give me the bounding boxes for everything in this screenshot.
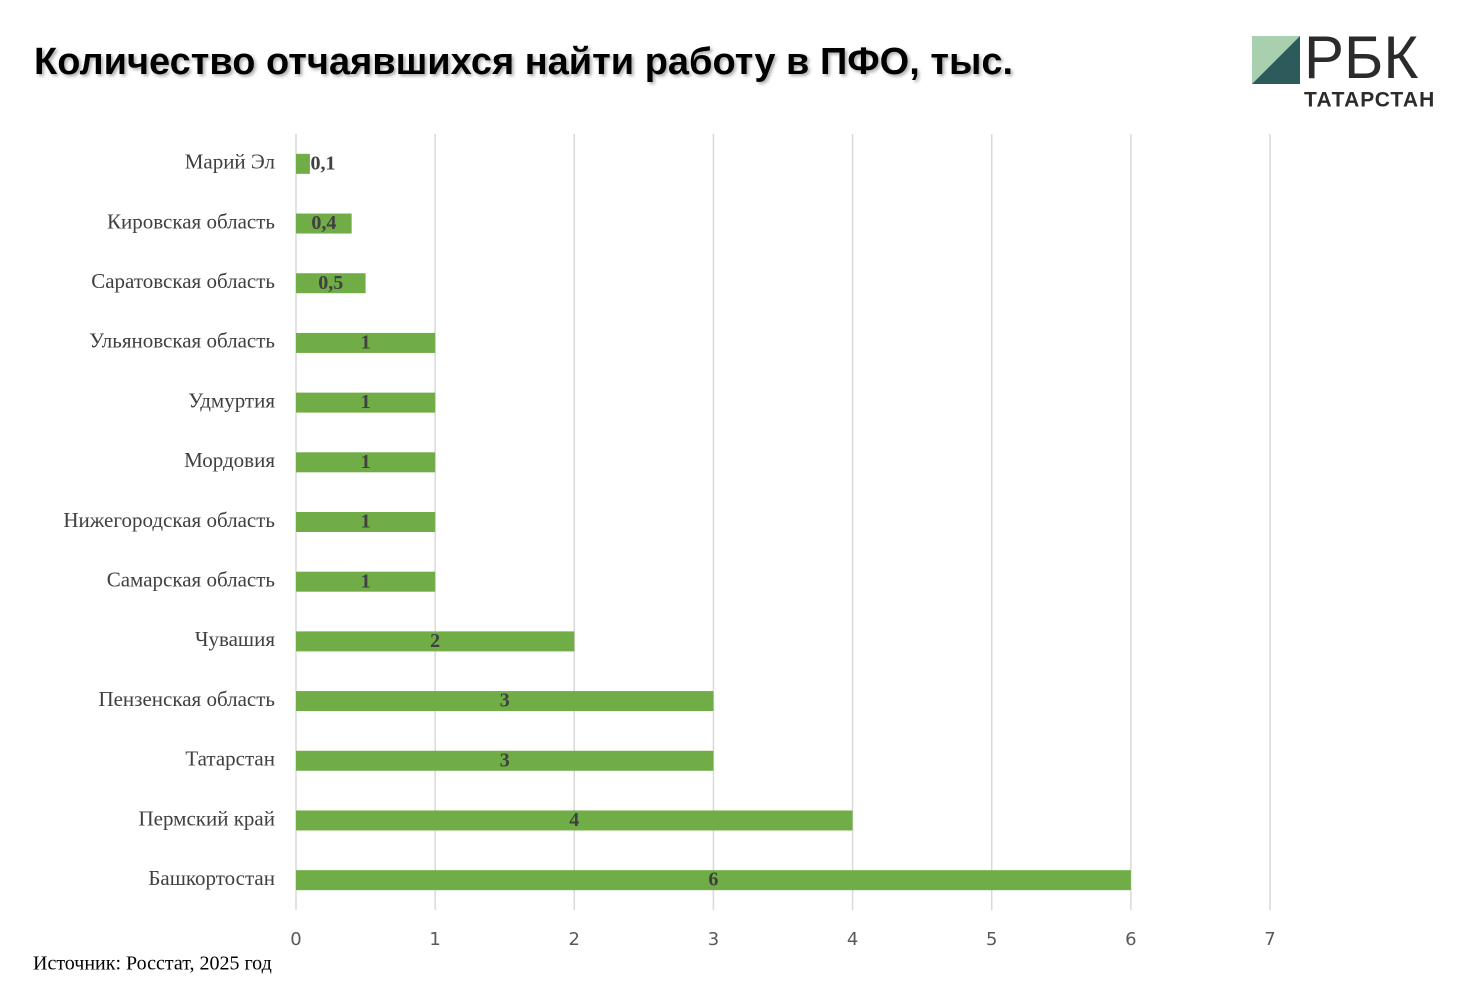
x-tick-label: 7 [1264,929,1275,950]
y-tick-label: Саратовская область [91,269,275,293]
value-label: 0,5 [318,272,343,294]
bar [296,631,575,652]
source: Источник: Росстат, 2025 год [33,953,272,975]
y-tick-label: Пермский край [139,806,275,830]
bar [296,392,436,413]
y-tick-label: Ульяновская область [89,329,275,353]
value-label: 1 [361,570,371,592]
value-label: 1 [361,332,371,354]
value-label: 3 [500,749,510,771]
bar [296,153,310,174]
value-label: 0,4 [311,212,336,234]
bar [296,332,436,353]
bar [296,512,436,532]
value-label: 6 [708,869,718,891]
logo-text: РБК [1304,24,1418,91]
y-tick-label: Самарская область [107,568,275,592]
y-tick-label: Удмуртия [188,388,275,412]
y-tick-label: Татарстан [185,747,275,771]
y-tick-label: Чувашия [195,627,276,651]
y-tick-label: Пензенская область [98,687,275,711]
chart-title: Количество отчаявшихся найти работу в ПФ… [34,41,1013,83]
bar [296,750,714,771]
x-tick-label: 6 [1125,929,1136,950]
value-label: 4 [569,809,579,831]
value-label: 2 [430,630,440,652]
y-tick-label: Нижегородская область [63,508,275,532]
x-tick-label: 2 [569,929,580,950]
x-tick-label: 0 [290,929,301,950]
bar [296,273,366,294]
logo-mark [1252,36,1300,84]
x-tick-label: 5 [986,929,997,950]
value-label: 1 [361,391,371,413]
y-tick-label: Башкортостан [148,866,275,890]
x-tick-label: 4 [847,929,858,950]
bar [296,452,436,473]
value-label: 1 [361,451,371,473]
value-label: 3 [500,690,510,712]
y-tick-label: Кировская область [107,209,275,233]
bar [296,870,1131,891]
bar [296,571,436,592]
bar [296,213,352,234]
value-label: 1 [361,511,371,533]
x-tick-label: 1 [429,929,440,950]
y-tick-label: Марий Эл [185,150,275,174]
y-tick-label: Мордовия [184,448,275,472]
logo-subtext: ТАТАРСТАН [1304,89,1435,112]
bar [296,810,853,831]
value-label: 0,1 [311,152,336,174]
x-tick-label: 3 [708,929,719,950]
bar [296,691,714,712]
